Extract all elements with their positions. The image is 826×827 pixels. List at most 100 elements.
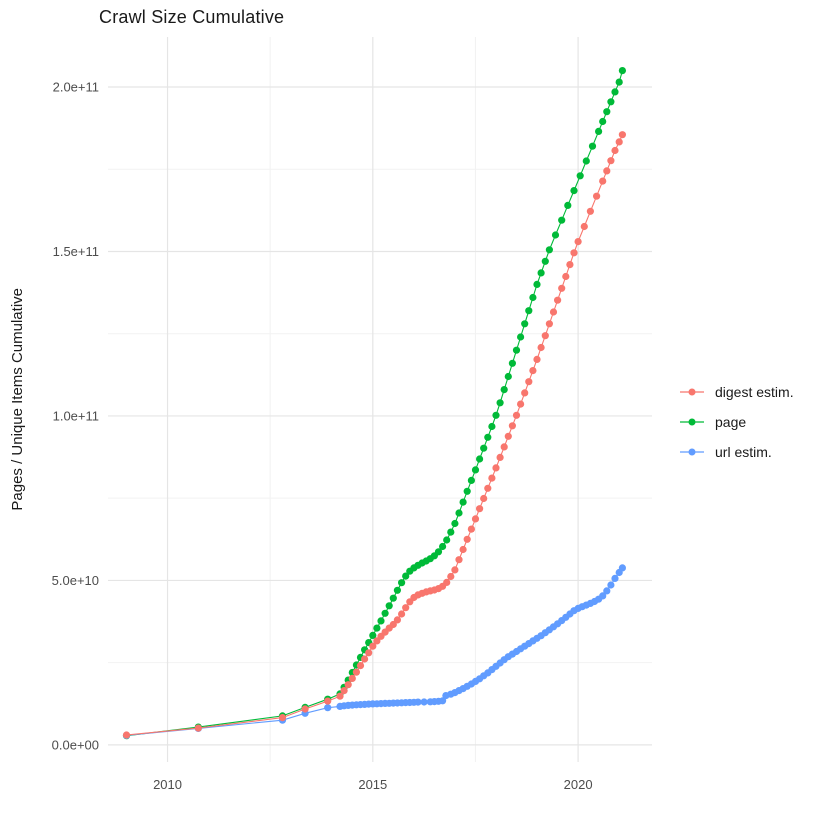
- x-tick-label: 2020: [564, 777, 593, 792]
- data-point-digest-estim: [471, 515, 480, 523]
- data-point-page: [492, 411, 500, 419]
- legend-label-page: page: [715, 414, 747, 430]
- data-point-page: [369, 631, 377, 640]
- data-point-digest-estim: [517, 400, 525, 408]
- data-point-digest-estim: [574, 238, 582, 246]
- data-point-digest-estim: [508, 422, 516, 430]
- data-point-digest-estim: [122, 731, 131, 739]
- data-point-digest-estim: [562, 272, 570, 281]
- data-point-page: [463, 487, 471, 495]
- data-point-page: [541, 257, 549, 265]
- legend-key-icon-url-estim: [680, 448, 704, 456]
- data-point-page: [521, 320, 529, 328]
- data-point-digest-estim: [545, 320, 554, 328]
- data-point-digest-estim: [344, 681, 352, 689]
- data-point-digest-estim: [580, 222, 588, 231]
- grid-major: [108, 37, 652, 762]
- data-point-digest-estim: [529, 367, 537, 375]
- data-point-page: [582, 157, 590, 165]
- data-point-page: [484, 433, 492, 441]
- data-point-url-estim: [324, 704, 332, 712]
- y-tick-label: 0.0e+00: [52, 737, 99, 752]
- data-point-digest-estim: [512, 411, 521, 419]
- data-point-digest-estim: [336, 692, 344, 700]
- data-point-digest-estim: [463, 535, 471, 543]
- data-point-digest-estim: [504, 432, 512, 440]
- series-page: [122, 67, 627, 740]
- data-point-page: [381, 609, 389, 617]
- data-point-page: [551, 231, 560, 239]
- data-point-url-estim: [420, 698, 428, 706]
- data-point-page: [373, 624, 381, 632]
- data-point-digest-estim: [599, 177, 607, 185]
- y-tick-label: 1.5e+11: [53, 244, 99, 259]
- data-point-page: [476, 455, 484, 463]
- data-point-digest-estim: [586, 207, 595, 215]
- data-point-page: [402, 572, 410, 580]
- data-point-page: [393, 586, 401, 594]
- data-point-digest-estim: [324, 697, 332, 705]
- data-point-url-estim: [611, 574, 619, 583]
- data-point-page: [471, 466, 480, 474]
- data-point-digest-estim: [361, 655, 369, 663]
- x-tick-label: 2010: [153, 777, 182, 792]
- data-point-page: [558, 216, 566, 224]
- data-point-digest-estim: [348, 674, 356, 683]
- data-point-page: [570, 187, 578, 195]
- data-point-digest-estim: [496, 453, 504, 461]
- data-point-digest-estim: [488, 474, 496, 482]
- data-point-digest-estim: [541, 332, 549, 340]
- legend-label-digest-estim: digest estim.: [715, 384, 794, 400]
- data-point-digest-estim: [558, 284, 566, 292]
- data-point-page: [496, 399, 504, 407]
- legend-item-url-estim: url estim.: [679, 437, 794, 467]
- data-point-digest-estim: [615, 138, 623, 146]
- data-point-digest-estim: [451, 566, 459, 574]
- data-point-digest-estim: [455, 556, 463, 564]
- tick-labels: 0.0e+00 5.0e+10 1.0e+11 1.5e+11 2.0e+11 2010 2…: [52, 80, 593, 793]
- y-tick-label: 5.0e+10: [52, 573, 99, 588]
- data-point-digest-estim: [554, 296, 562, 304]
- data-point-page: [576, 172, 584, 180]
- x-tick-label: 2015: [358, 777, 387, 792]
- data-point-digest-estim: [365, 649, 373, 657]
- data-point-page: [512, 346, 521, 354]
- chart-title: Crawl Size Cumulative: [99, 7, 285, 27]
- data-point-page: [389, 594, 397, 602]
- legend-item-digest-estim: digest estim.: [679, 377, 794, 407]
- data-point-digest-estim: [521, 389, 529, 397]
- data-point-digest-estim: [467, 525, 475, 533]
- data-point-digest-estim: [476, 505, 484, 513]
- data-point-digest-estim: [278, 714, 287, 722]
- data-point-page: [517, 333, 525, 341]
- data-point-digest-estim: [447, 572, 455, 581]
- data-point-digest-estim: [402, 604, 410, 612]
- data-point-page: [603, 108, 611, 116]
- data-point-digest-estim: [607, 157, 615, 165]
- data-point-page: [525, 307, 533, 315]
- data-point-digest-estim: [593, 192, 601, 200]
- data-point-digest-estim: [352, 668, 360, 676]
- data-point-page: [607, 98, 615, 106]
- data-point-page: [595, 127, 603, 135]
- data-point-digest-estim: [398, 610, 406, 618]
- data-point-digest-estim: [549, 308, 558, 316]
- data-point-page: [618, 67, 627, 75]
- data-point-digest-estim: [492, 464, 500, 472]
- data-point-page: [508, 359, 516, 367]
- data-point-digest-estim: [301, 705, 309, 713]
- series-digest-estim: [122, 131, 627, 739]
- legend-key-icon-page: [680, 418, 704, 426]
- series-url-estim: [122, 564, 627, 740]
- data-point-url-estim: [414, 698, 422, 706]
- data-point-page: [611, 88, 619, 96]
- data-point-page: [385, 602, 393, 610]
- data-point-url-estim: [439, 697, 447, 705]
- legend-item-page: page: [679, 407, 794, 437]
- data-point-digest-estim: [443, 578, 451, 587]
- y-tick-label: 2.0e+11: [53, 80, 99, 95]
- data-point-page: [467, 476, 475, 484]
- data-point-digest-estim: [356, 662, 365, 670]
- data-point-page: [537, 269, 545, 277]
